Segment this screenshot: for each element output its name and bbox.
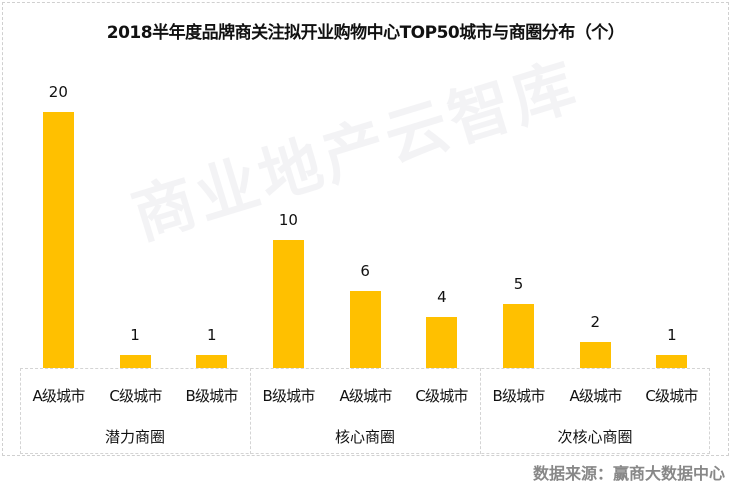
category-label: B级城市: [492, 387, 545, 405]
bar: [656, 355, 688, 368]
bar: [349, 291, 381, 368]
bar: [426, 316, 458, 368]
category-label: C级城市: [415, 387, 468, 405]
category-label: A级城市: [339, 387, 392, 405]
category-label: A级城市: [32, 387, 85, 405]
category-label: B级城市: [185, 387, 238, 405]
category-label: B级城市: [262, 387, 315, 405]
bar-value-label: 1: [667, 326, 677, 345]
category-label: C级城市: [109, 387, 162, 405]
data-source: 数据来源：赢商大数据中心: [532, 464, 725, 483]
group-divider: [480, 368, 481, 454]
bar-value-label: 20: [48, 83, 68, 101]
group-label: 核心商圈: [334, 428, 395, 446]
bar-value-label: 5: [513, 275, 524, 293]
chart-frame: [2, 2, 729, 456]
bar: [272, 240, 304, 368]
group-label: 次核心商圈: [557, 428, 633, 446]
bar-value-label: 1: [130, 326, 140, 345]
group-label: 潜力商圈: [104, 428, 165, 446]
bar: [42, 112, 74, 368]
chart-title: 2018半年度品牌商关注拟开业购物中心TOP50城市与商圈分布（个）: [106, 23, 625, 43]
bar: [119, 355, 151, 368]
x-axis-table: [20, 368, 710, 454]
bar-value-label: 1: [206, 326, 217, 345]
bar: [579, 342, 611, 368]
bar-value-label: 2: [590, 313, 601, 332]
bar: [196, 355, 228, 368]
group-divider: [250, 368, 251, 454]
bar: [503, 304, 535, 368]
bar-value-label: 6: [360, 262, 370, 281]
bar-value-label: 10: [278, 211, 298, 229]
category-label: C级城市: [645, 387, 698, 405]
bar-value-label: 4: [437, 287, 447, 306]
category-label: A级城市: [569, 387, 622, 405]
